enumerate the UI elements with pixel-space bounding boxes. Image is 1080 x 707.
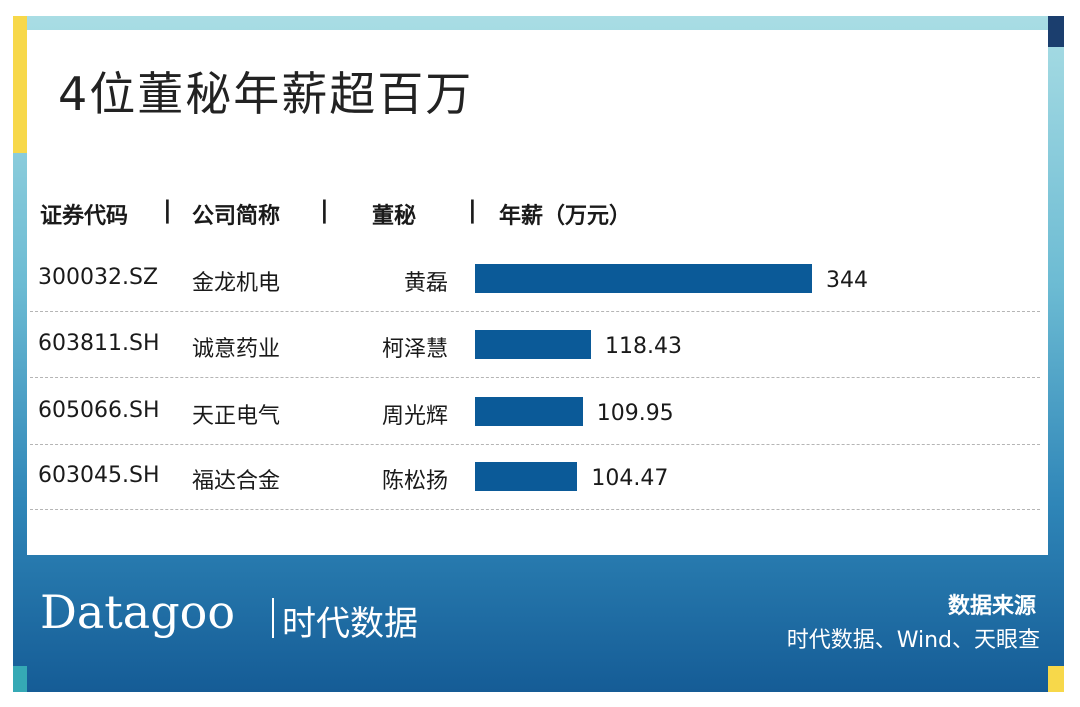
chart-title: 4位董秘年薪超百万 bbox=[58, 67, 474, 121]
company-name: 诚意药业 bbox=[192, 337, 281, 362]
secretary-name: 柯泽慧 bbox=[381, 337, 448, 362]
secretary-name: 陈松扬 bbox=[381, 469, 448, 494]
secretary-name: 周光辉 bbox=[381, 404, 448, 429]
header-separator: | bbox=[320, 196, 329, 224]
salary-bar bbox=[475, 264, 812, 293]
company-name: 金龙机电 bbox=[192, 271, 281, 296]
salary-bar bbox=[475, 330, 592, 359]
logo-divider bbox=[272, 598, 274, 638]
row-divider bbox=[30, 377, 1040, 378]
datagoo-logo: Datagoo bbox=[40, 585, 236, 639]
source-label: 数据来源 bbox=[947, 594, 1036, 619]
salary-bar bbox=[475, 397, 583, 426]
source-text: 时代数据、Wind、天眼查 bbox=[786, 628, 1040, 653]
salary-label: 104.47 bbox=[591, 466, 669, 491]
header-company: 公司简称 bbox=[192, 204, 281, 229]
accent-stripe-bottom-left bbox=[13, 666, 27, 692]
salary-label: 118.43 bbox=[605, 334, 682, 359]
accent-stripe-top-left bbox=[13, 16, 27, 153]
accent-stripe-bottom-right bbox=[1048, 666, 1064, 692]
stock-code: 300032.SZ bbox=[38, 265, 159, 290]
secretary-name: 黄磊 bbox=[403, 271, 448, 296]
stock-code: 605066.SH bbox=[38, 398, 160, 423]
company-name: 福达合金 bbox=[192, 469, 281, 494]
header-salary: 年薪（万元） bbox=[499, 204, 632, 229]
header-secretary: 董秘 bbox=[372, 204, 417, 229]
stock-code: 603045.SH bbox=[38, 463, 160, 488]
row-divider bbox=[30, 509, 1040, 510]
row-divider bbox=[30, 444, 1040, 445]
logo-chinese-text: 时代数据 bbox=[282, 604, 418, 644]
header-separator: | bbox=[468, 196, 477, 224]
header-separator: | bbox=[163, 196, 172, 224]
stock-code: 603811.SH bbox=[38, 331, 160, 356]
header-code: 证券代码 bbox=[40, 204, 129, 229]
accent-stripe-top-right bbox=[1048, 16, 1064, 47]
company-name: 天正电气 bbox=[192, 404, 281, 429]
salary-label: 109.95 bbox=[596, 401, 674, 426]
salary-label: 344 bbox=[826, 268, 868, 293]
salary-bar bbox=[475, 462, 578, 491]
row-divider bbox=[30, 311, 1040, 312]
